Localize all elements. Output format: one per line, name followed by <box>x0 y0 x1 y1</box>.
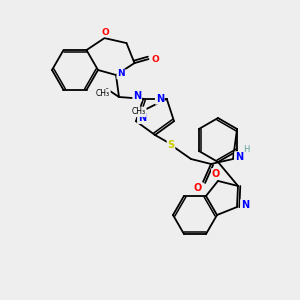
Text: N: N <box>235 152 243 162</box>
Text: H: H <box>243 146 249 154</box>
Text: O: O <box>212 169 220 179</box>
Text: O: O <box>152 55 159 64</box>
Text: N: N <box>133 91 141 101</box>
Text: N: N <box>156 94 164 104</box>
Text: S: S <box>167 140 175 150</box>
Text: O: O <box>102 28 110 37</box>
Text: CH₃: CH₃ <box>132 107 146 116</box>
Text: CH₃: CH₃ <box>96 89 110 98</box>
Text: N: N <box>241 200 249 210</box>
Text: N: N <box>117 70 125 79</box>
Text: N: N <box>138 113 146 123</box>
Text: O: O <box>194 183 202 193</box>
